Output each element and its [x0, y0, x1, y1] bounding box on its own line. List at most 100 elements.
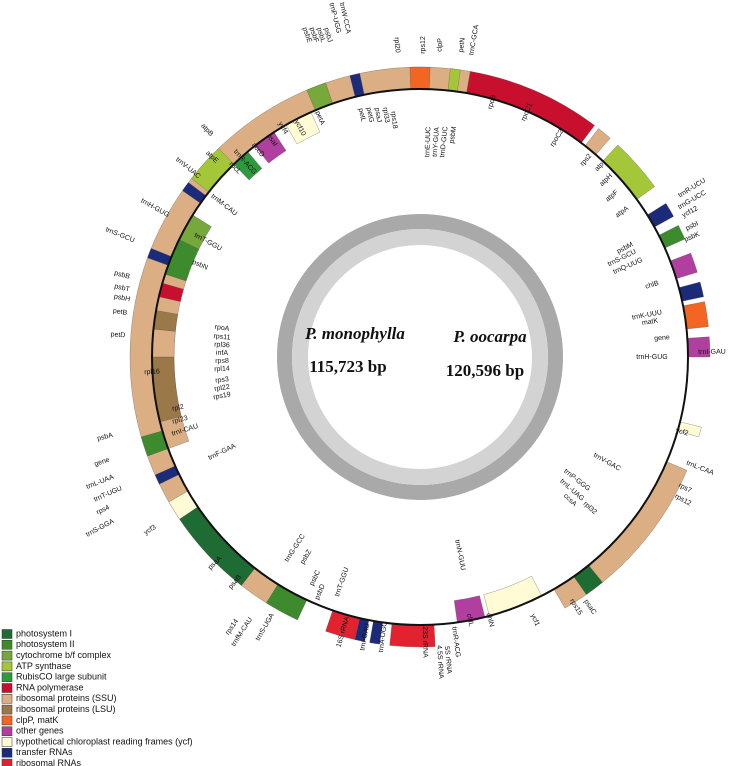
species-name: P. oocarpa — [452, 327, 527, 346]
gene-label: matK — [641, 318, 659, 327]
legend-label: ribosomal proteins (LSU) — [16, 704, 116, 714]
gene-label: petD — [110, 331, 125, 339]
gene-label: trnF-GAA — [207, 443, 237, 462]
legend-label: transfer RNAs — [16, 747, 73, 757]
gene-label: rps2 — [579, 153, 593, 168]
gene-label: rps8 — [215, 358, 229, 365]
gene-block — [151, 328, 176, 358]
gene-block — [179, 506, 256, 586]
gene-label: rpl14 — [214, 365, 230, 373]
legend-swatch — [1, 748, 13, 758]
gene-label: 23S rRNA — [421, 626, 429, 658]
gene-label: psbK — [683, 231, 701, 244]
gene-label: trnT-GGU — [334, 567, 351, 598]
legend-label: hypothetical chloroplast reading frames … — [16, 736, 193, 746]
gene-label: rps3 — [215, 376, 229, 385]
gene-label: rpoB — [487, 94, 498, 110]
gene-label: psbN — [191, 259, 209, 272]
gene-label: 5S rRNA — [443, 646, 453, 674]
gene-label: trnH-GUG — [139, 198, 170, 220]
gene-label: psbL — [315, 27, 326, 44]
gene-label: trnC-GCA — [468, 24, 480, 56]
legend-swatch — [1, 704, 13, 715]
gene-label: psaC — [582, 598, 597, 615]
gene-blocks — [129, 66, 711, 648]
gene-label: rps11 — [213, 333, 231, 342]
gene-label: rps12 — [420, 36, 427, 54]
gene-label: ycf3 — [143, 524, 158, 537]
gene-label: atpF — [605, 189, 620, 203]
gene-label: trnS-GGA — [85, 518, 116, 539]
gene-label: petG — [365, 107, 375, 123]
legend-swatch — [1, 683, 13, 693]
gene-label: trnM-CAU — [209, 193, 238, 218]
legend-swatch — [1, 758, 13, 766]
gene-label: trnE-UUC — [424, 127, 432, 158]
legend-label: RNA polymerase — [16, 682, 84, 692]
gene-label: rpl22 — [214, 384, 231, 393]
legend-swatch — [1, 737, 13, 747]
gene-label: trnR-ACG — [450, 626, 461, 657]
gene-label: rps12 — [673, 493, 692, 508]
gene-label: petN — [458, 37, 467, 53]
gene-label: psbZ — [299, 548, 313, 566]
gene-label: petL — [357, 108, 367, 123]
gene-label: rps19 — [213, 391, 232, 401]
gene-label: clpP — [436, 38, 444, 52]
gene-label: psbD — [314, 583, 327, 601]
gene-label: rpl20 — [393, 37, 401, 53]
gene-label: psaJ — [373, 107, 382, 123]
gene-block — [602, 144, 655, 200]
gene-label: trnI-GAU — [698, 349, 726, 356]
gene-label: petB — [112, 308, 128, 317]
gene-block — [483, 575, 542, 617]
genome-circle — [151, 88, 689, 626]
legend-swatch — [1, 629, 13, 639]
gene-label: trnS-UGA — [255, 612, 276, 642]
gc-ring-outer — [277, 214, 563, 500]
gene-label: infA — [216, 350, 229, 357]
gene-label: psbF — [308, 27, 320, 44]
legend-label: ribosomal RNAs — [16, 758, 82, 766]
gene-label: gene — [654, 334, 670, 342]
gene-block — [153, 310, 178, 332]
gene-label: psbE — [301, 26, 313, 44]
gene-label: trnL-CAA — [685, 460, 715, 477]
gene-label: trnV-GAC — [592, 452, 622, 473]
gene-label: rpl36 — [214, 341, 230, 349]
gene-label: atpB — [199, 123, 214, 139]
gc-ring-inner — [292, 229, 548, 485]
legend-label: photosystem II — [16, 639, 75, 649]
gene-label: trnT-UGU — [93, 485, 123, 503]
gene-label: rpl33 — [381, 107, 390, 123]
gene-label: rps18 — [389, 111, 398, 129]
gene-label: rpl16 — [144, 368, 160, 376]
genome-length: 120,596 bp — [446, 361, 524, 380]
gene-label: trnV-UAC — [174, 156, 201, 180]
gene-label: chlB — [645, 280, 660, 291]
legend-label: photosystem I — [16, 628, 72, 638]
genome-length: 115,723 bp — [309, 357, 386, 376]
legend-swatch — [1, 640, 13, 650]
gene-label: trnD-GUC — [439, 126, 449, 158]
gene-label: psbB — [113, 270, 131, 281]
gene-label: rpl23 — [172, 415, 189, 426]
gene-label: rpl32 — [582, 500, 598, 516]
gene-label: rpoA — [214, 324, 230, 333]
gene-label: gene — [94, 457, 111, 469]
gene-label: ycf1 — [529, 613, 541, 628]
species-name: P. monophylla — [304, 324, 405, 343]
gene-block — [409, 66, 431, 90]
gene-label: rps7 — [677, 482, 692, 494]
legend-swatch — [1, 672, 13, 682]
gene-label: atpA — [614, 205, 630, 219]
gene-label: trnL-UAA — [85, 474, 115, 491]
legend-label: ATP synthase — [16, 661, 71, 671]
legend-label: ribosomal proteins (SSU) — [16, 693, 117, 703]
legend-label: cytochrome b/f complex — [16, 650, 112, 660]
gene-label: psbJ — [322, 27, 333, 43]
gene-label: rpl2 — [172, 404, 185, 413]
